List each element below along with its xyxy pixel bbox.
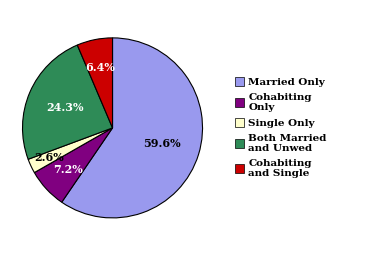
Text: 6.4%: 6.4% bbox=[85, 62, 115, 73]
Text: 24.3%: 24.3% bbox=[46, 102, 83, 113]
Text: 2.6%: 2.6% bbox=[34, 152, 64, 163]
Wedge shape bbox=[23, 45, 113, 159]
Text: 7.2%: 7.2% bbox=[53, 164, 82, 175]
Wedge shape bbox=[62, 38, 203, 218]
Wedge shape bbox=[35, 128, 113, 202]
Wedge shape bbox=[28, 128, 113, 173]
Legend: Married Only, Cohabiting
Only, Single Only, Both Married
and Unwed, Cohabiting
a: Married Only, Cohabiting Only, Single On… bbox=[235, 78, 327, 178]
Text: 59.6%: 59.6% bbox=[144, 138, 181, 149]
Wedge shape bbox=[77, 38, 113, 128]
